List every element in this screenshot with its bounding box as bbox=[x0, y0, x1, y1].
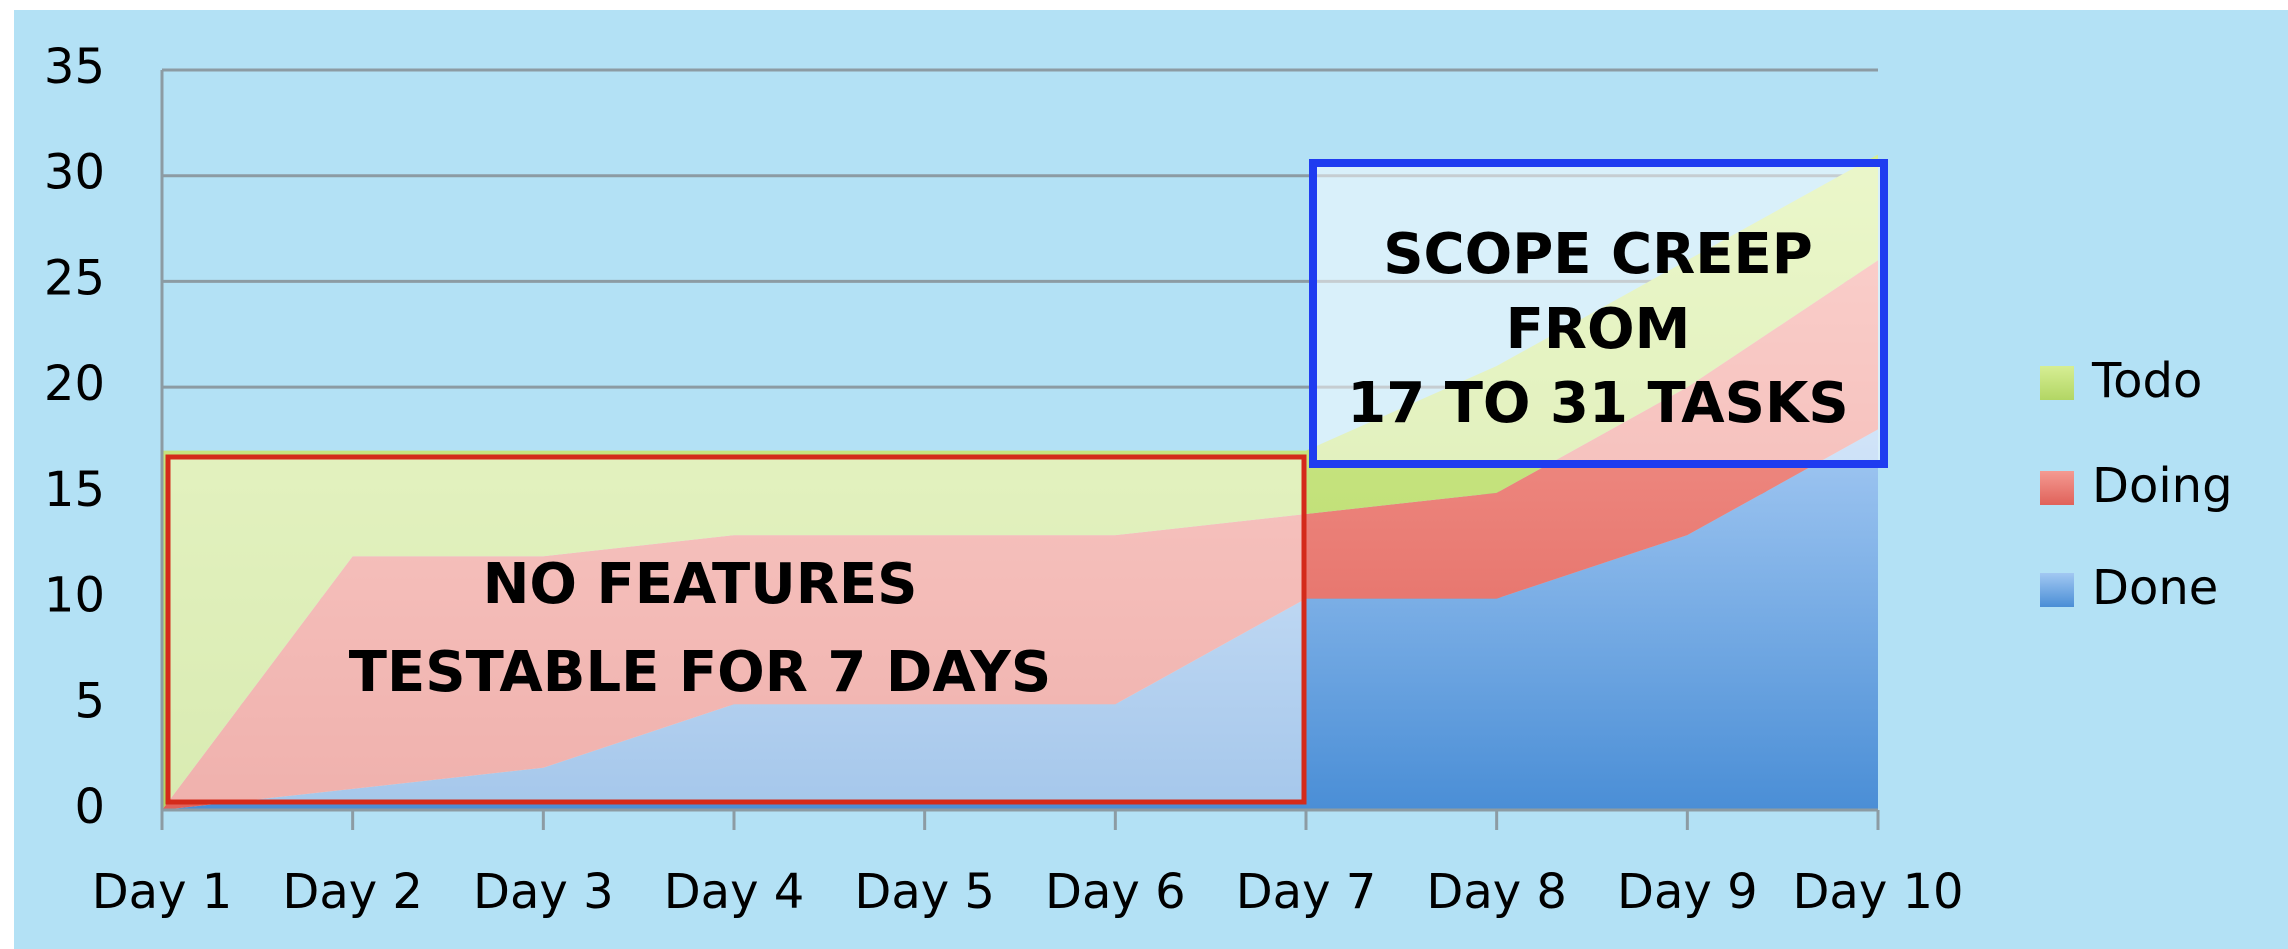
legend-label: Doing bbox=[2092, 458, 2233, 514]
y-tick-label: 20 bbox=[44, 356, 105, 412]
y-tick-label: 25 bbox=[44, 250, 105, 306]
x-tick-label: Day 5 bbox=[854, 864, 995, 920]
x-tick-label: Day 3 bbox=[473, 864, 614, 920]
annotation-box bbox=[165, 454, 1307, 805]
legend-swatch bbox=[2040, 366, 2074, 400]
y-tick-label: 35 bbox=[44, 39, 105, 95]
annotation-text: SCOPE CREEP bbox=[1383, 222, 1813, 287]
x-tick-label: Day 4 bbox=[664, 864, 805, 920]
y-tick-label: 5 bbox=[74, 673, 105, 729]
y-tick-label: 30 bbox=[44, 145, 105, 201]
legend-label: Todo bbox=[2091, 353, 2202, 409]
annotation-box bbox=[1309, 159, 1888, 468]
annotation-text: 17 TO 31 TASKS bbox=[1347, 371, 1848, 436]
x-tick-label: Day 9 bbox=[1617, 864, 1758, 920]
area bbox=[162, 429, 1878, 810]
annotation-text: FROM bbox=[1506, 297, 1691, 362]
x-tick-label: Day 6 bbox=[1045, 864, 1186, 920]
y-tick-label: 10 bbox=[44, 568, 105, 624]
y-tick-label: 15 bbox=[44, 462, 105, 518]
legend-label: Done bbox=[2092, 560, 2218, 616]
annotation-text: TESTABLE FOR 7 DAYS bbox=[349, 640, 1051, 705]
x-tick-label: Day 2 bbox=[282, 864, 423, 920]
x-tick-label: Day 8 bbox=[1426, 864, 1567, 920]
legend-swatch bbox=[2040, 573, 2074, 607]
x-tick-label: Day 7 bbox=[1236, 864, 1377, 920]
annotation-text: NO FEATURES bbox=[483, 552, 918, 617]
x-tick-label: Day 1 bbox=[92, 864, 233, 920]
legend-swatch bbox=[2040, 471, 2074, 505]
y-tick-label: 0 bbox=[74, 779, 105, 835]
x-tick-label: Day 10 bbox=[1792, 864, 1963, 920]
